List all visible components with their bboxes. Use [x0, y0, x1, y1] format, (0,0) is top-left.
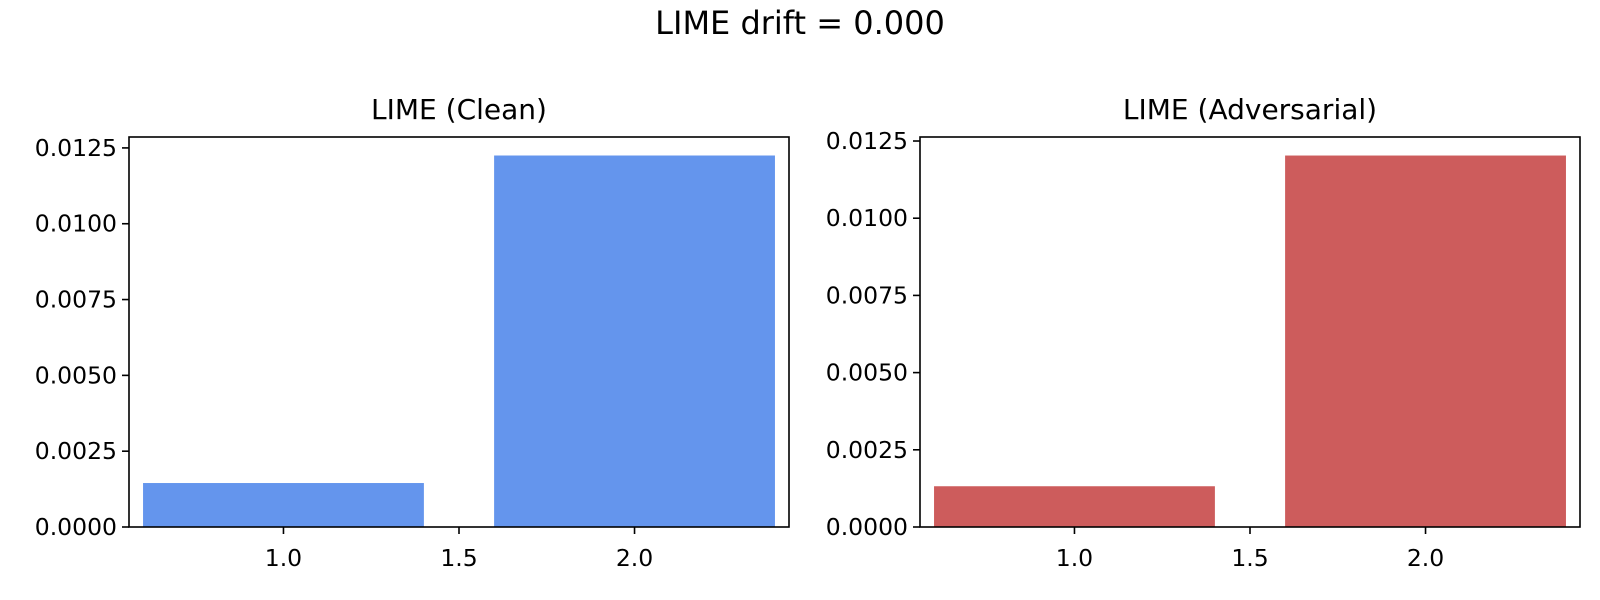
adversarial-x-tick-label: 1.5 [1231, 544, 1268, 572]
clean-y-tick-label: 0.0075 [35, 286, 117, 314]
adversarial-y-tick-label: 0.0075 [826, 281, 908, 309]
adversarial-bar-2 [1285, 155, 1566, 527]
adversarial-y-tick-label: 0.0100 [826, 204, 908, 232]
clean-bar-2 [494, 155, 775, 528]
figure-title: LIME drift = 0.000 [655, 4, 945, 42]
adversarial-chart-panel: 0.0000 0.0025 0.0050 0.0075 0.0100 0.0125 1.0 1… [826, 93, 1581, 572]
clean-y-tick-label: 0.0000 [35, 513, 117, 541]
clean-y-tick-label: 0.0125 [35, 134, 117, 162]
adversarial-y-tick-label: 0.0050 [826, 359, 908, 387]
clean-bar-1 [143, 483, 424, 527]
adversarial-bar-1 [934, 486, 1215, 527]
clean-x-tick-label: 1.0 [265, 544, 302, 572]
adversarial-y-tick-label: 0.0125 [826, 127, 908, 155]
clean-x-tick-label: 1.5 [440, 544, 477, 572]
adversarial-y-tick-label: 0.0025 [826, 436, 908, 464]
adversarial-x-tick-label: 1.0 [1056, 544, 1093, 572]
clean-y-tick-label: 0.0100 [35, 210, 117, 238]
adversarial-x-tick-label: 2.0 [1407, 544, 1444, 572]
clean-x-tick-label: 2.0 [616, 544, 653, 572]
clean-y-tick-label: 0.0025 [35, 437, 117, 465]
adversarial-chart-title: LIME (Adversarial) [1123, 93, 1377, 126]
clean-chart-title: LIME (Clean) [371, 93, 547, 126]
clean-y-tick-label: 0.0050 [35, 361, 117, 389]
adversarial-y-tick-label: 0.0000 [826, 513, 908, 541]
clean-chart-panel: 0.0000 0.0025 0.0050 0.0075 0.0100 0.0125 1.0 1… [35, 93, 790, 572]
